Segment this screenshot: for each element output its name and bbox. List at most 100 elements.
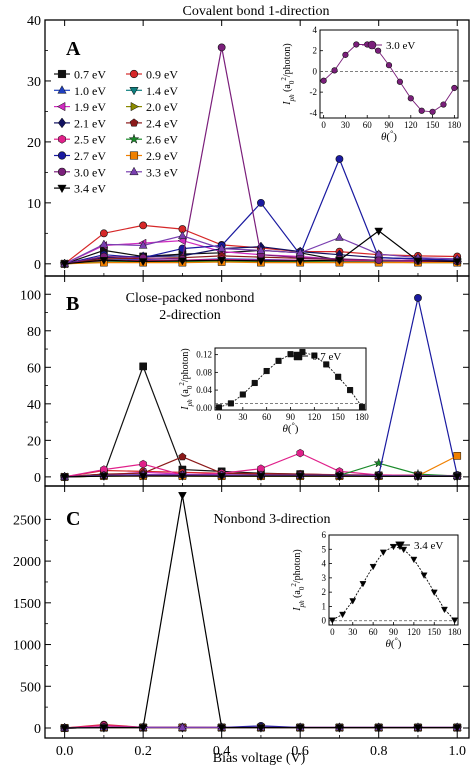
inset-x-tick-label: 120 [407, 627, 421, 637]
data-point-3-0-ev [374, 256, 383, 265]
inset-data-point [342, 51, 349, 58]
inset-y-tick-label: 4 [313, 25, 318, 35]
inset-x-tick-label: 60 [363, 120, 373, 130]
data-point-3-4-ev [99, 257, 109, 265]
y-tick-label: 20 [27, 434, 41, 449]
inset-x-tick-label: 180 [448, 120, 462, 130]
x-tick-label: 1.0 [448, 744, 466, 759]
legend-marker-2-0-ev [130, 101, 140, 112]
inset-y-tick-label: 0.08 [196, 367, 212, 377]
data-point-3-4-ev [374, 724, 384, 733]
legend-label-1-4-ev: 1.4 eV [146, 84, 178, 98]
data-point-3-4-ev [138, 258, 148, 267]
inset-y-tick-label: 5 [322, 544, 327, 554]
inset-data-point [251, 379, 258, 387]
inset-legend-marker [293, 351, 303, 361]
panel-letter: A [66, 38, 81, 60]
legend-marker-3-4-ev [57, 184, 67, 194]
legend-label-2-0-ev: 2.0 eV [146, 100, 178, 114]
inset-legend-marker [367, 40, 377, 50]
inset-legend-marker [395, 541, 405, 551]
x-tick-label: 0.0 [56, 744, 74, 759]
inset-data-point [353, 41, 360, 48]
series-group [59, 294, 463, 482]
y-tick-label: 80 [27, 325, 41, 340]
inset-data-point [328, 617, 336, 624]
inset-data-point [239, 391, 246, 398]
panel-letter: C [66, 508, 80, 530]
data-point-3-3-ev [99, 239, 109, 248]
data-point-3-4-ev [374, 227, 384, 236]
inset-y-tick-label: 3 [322, 573, 327, 583]
inset-data-point [369, 563, 377, 571]
inset-data-point [407, 95, 414, 102]
inset-x-tick-label: 0 [321, 120, 326, 130]
data-point-0-7-ev [139, 362, 147, 371]
series-group [59, 492, 463, 734]
data-point-2-5-ev [139, 459, 147, 469]
inset-data-point [389, 543, 398, 551]
data-point-2-5-ev [296, 448, 304, 458]
x-tick-label: 0.8 [370, 744, 388, 759]
inset-x-tick-label: 150 [331, 412, 345, 422]
inset-frame [319, 29, 459, 119]
inset-data-point [335, 373, 342, 380]
inset-data-point [400, 546, 408, 554]
legend-marker-2-5-ev [58, 134, 66, 144]
data-point-3-0-ev [217, 43, 226, 52]
data-point-2-7-ev [335, 155, 344, 163]
y-tick-label: 2500 [13, 513, 41, 528]
data-point-3-4-ev [60, 260, 70, 269]
data-point-3-4-ev [335, 257, 344, 265]
data-point-3-4-ev [217, 724, 227, 733]
inset-data-point [418, 107, 425, 114]
inset-y-tick-label: 6 [322, 530, 327, 540]
data-point-3-4-ev [178, 472, 187, 481]
inset-x-tick-label: 150 [427, 627, 441, 637]
legend-marker-2-1-ev [57, 117, 67, 129]
inset-y-tick-label: 0.04 [196, 385, 212, 395]
inset-data-point [410, 556, 418, 564]
inset-y-tick-label: 0.12 [196, 350, 212, 360]
legend-label-1-9-ev: 1.9 eV [74, 100, 106, 114]
legend-marker-3-3-ev [129, 166, 139, 176]
inset-x-tick-label: 30 [341, 120, 351, 130]
inset-x-tick-label: 0 [330, 627, 335, 637]
legend-label-0-7-ev: 0.7 eV [74, 68, 106, 82]
legend-marker-2-9-ev [129, 151, 139, 160]
data-point-3-3-ev [256, 245, 266, 254]
inset-data-point [320, 77, 327, 84]
data-point-3-4-ev [452, 473, 462, 482]
y-tick-label: 0 [34, 471, 41, 486]
data-point-3-3-ev [295, 248, 305, 256]
data-point-3-4-ev [99, 724, 109, 733]
panel-b: 0 20 40 60 80 100 B Close-packed nonbond 2-direc… [20, 275, 470, 487]
data-point-2-9-ev [453, 452, 462, 460]
data-point-3-4-ev [256, 473, 266, 481]
inset-plot: 0 30 60 90 120 150 180 -4 -2 0 2 4 3.0 eV θ(°) Iph (a0… [280, 25, 462, 143]
inset-x-tick-label: 120 [404, 120, 418, 130]
inset-data-point [440, 101, 447, 108]
inset-data-point [323, 361, 330, 368]
inset-y-label: Iph (a02/photon) [290, 549, 306, 612]
inset-y-tick-label: 0 [322, 616, 327, 626]
inset-data-point [227, 400, 234, 407]
inset-x-label: θ(°) [283, 421, 299, 436]
legend-marker-2-7-ev [57, 151, 67, 160]
legend: 0.7 eV 0.9 eV 1.0 eV 1.4 eV 1.9 eV 2.0 eV 2.1 … [54, 68, 178, 196]
data-point-3-4-ev [413, 257, 423, 266]
y-tick-label: 2000 [13, 555, 41, 570]
inset-y-tick-label: -4 [310, 108, 318, 118]
inset-data-point [430, 589, 438, 597]
legend-label-2-4-ev: 2.4 eV [146, 116, 178, 130]
data-point-3-4-ev [413, 473, 423, 482]
data-point-3-4-ev [335, 473, 344, 481]
inset-data-point [215, 404, 223, 411]
data-point-3-4-ev [60, 473, 70, 482]
inset-data-point [375, 47, 382, 54]
data-point-3-4-ev [60, 724, 70, 733]
legend-label-2-6-ev: 2.6 eV [146, 133, 178, 147]
data-point-3-3-ev [335, 232, 344, 241]
inset-y-label: Iph (a02/photon) [280, 43, 296, 106]
